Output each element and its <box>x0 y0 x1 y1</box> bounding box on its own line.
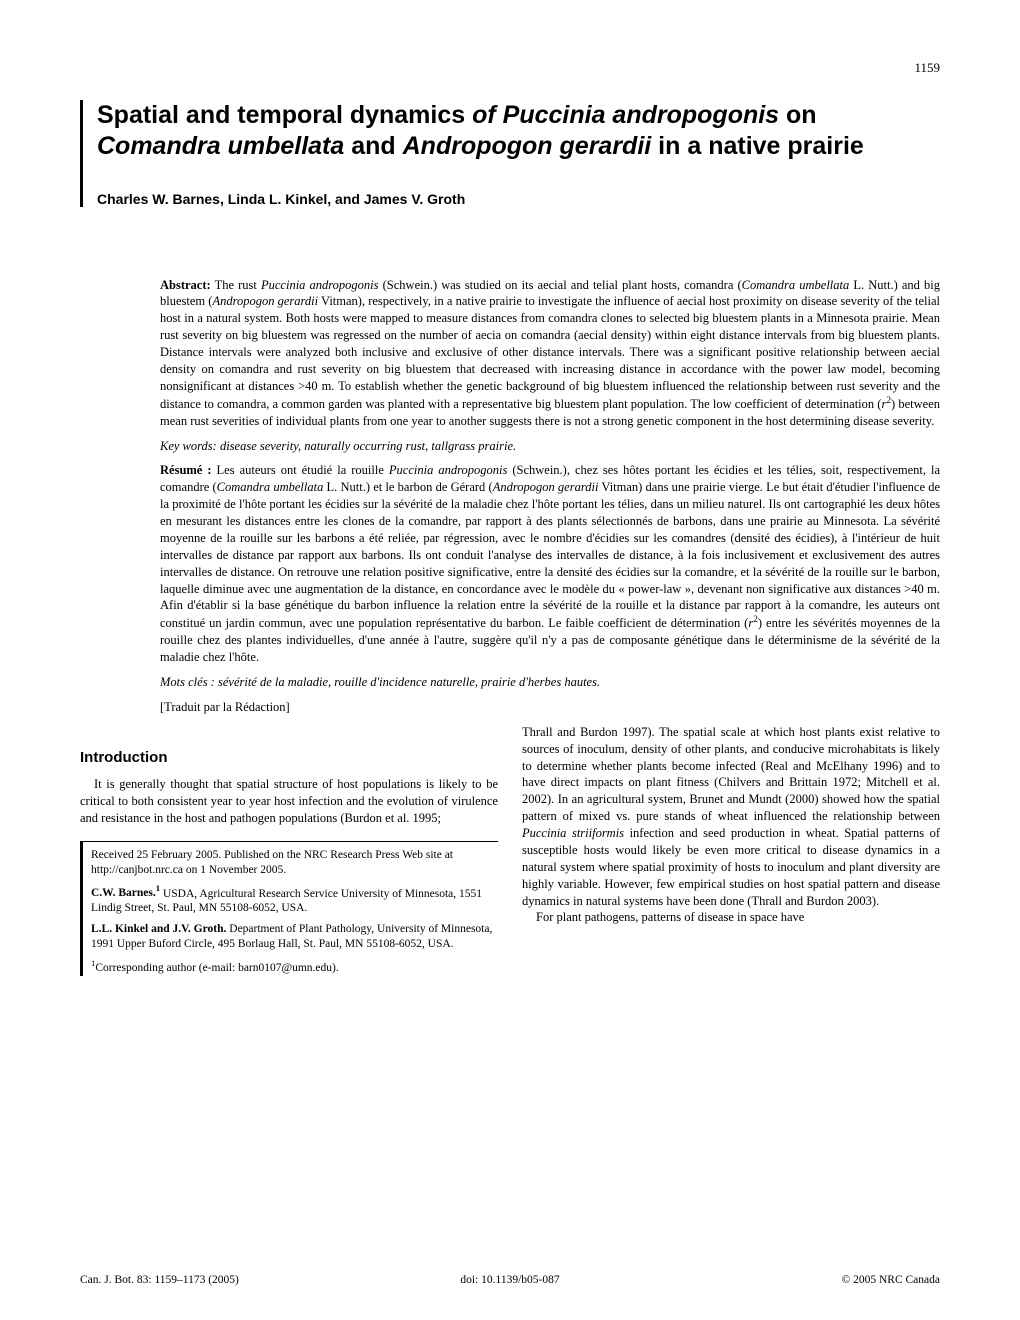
intro-paragraph-2: For plant pathogens, patterns of disease… <box>522 909 940 926</box>
section-heading-introduction: Introduction <box>80 748 498 768</box>
footer-citation: Can. J. Bot. 83: 1159–1173 (2005) <box>80 1274 239 1286</box>
intro-paragraph-1-cont: Thrall and Burdon 1997). The spatial sca… <box>522 724 940 910</box>
footer-copyright: © 2005 NRC Canada <box>842 1274 941 1286</box>
authors: Charles W. Barnes, Linda L. Kinkel, and … <box>97 191 940 207</box>
abstract-block: Abstract: The rust Puccinia andropogonis… <box>160 277 940 716</box>
body-columns: Introduction It is generally thought tha… <box>80 724 940 982</box>
footer-doi: doi: 10.1139/b05-087 <box>460 1274 559 1286</box>
article-info-box: Received 25 February 2005. Published on … <box>80 841 498 976</box>
column-left: Introduction It is generally thought tha… <box>80 724 498 982</box>
received-line: Received 25 February 2005. Published on … <box>91 848 498 878</box>
affiliation-2: L.L. Kinkel and J.V. Groth. Department o… <box>91 922 498 952</box>
abstract-en: Abstract: The rust Puccinia andropogonis… <box>160 277 940 430</box>
article-title: Spatial and temporal dynamics of Puccini… <box>97 100 940 163</box>
abstract-fr: Résumé : Les auteurs ont étudié la rouil… <box>160 462 940 666</box>
page-footer: Can. J. Bot. 83: 1159–1173 (2005) doi: 1… <box>80 1274 940 1286</box>
translated-note: [Traduit par la Rédaction] <box>160 699 940 716</box>
intro-paragraph-1: It is generally thought that spatial str… <box>80 776 498 827</box>
affiliation-1: C.W. Barnes.1 USDA, Agricultural Researc… <box>91 884 498 917</box>
column-right: Thrall and Burdon 1997). The spatial sca… <box>522 724 940 982</box>
title-block: Spatial and temporal dynamics of Puccini… <box>80 100 940 207</box>
page-number: 1159 <box>914 60 940 76</box>
keywords-en: Key words: disease severity, naturally o… <box>160 438 940 455</box>
keywords-fr: Mots clés : sévérité de la maladie, roui… <box>160 674 940 691</box>
corresponding-author: 1Corresponding author (e-mail: barn0107@… <box>91 958 498 976</box>
